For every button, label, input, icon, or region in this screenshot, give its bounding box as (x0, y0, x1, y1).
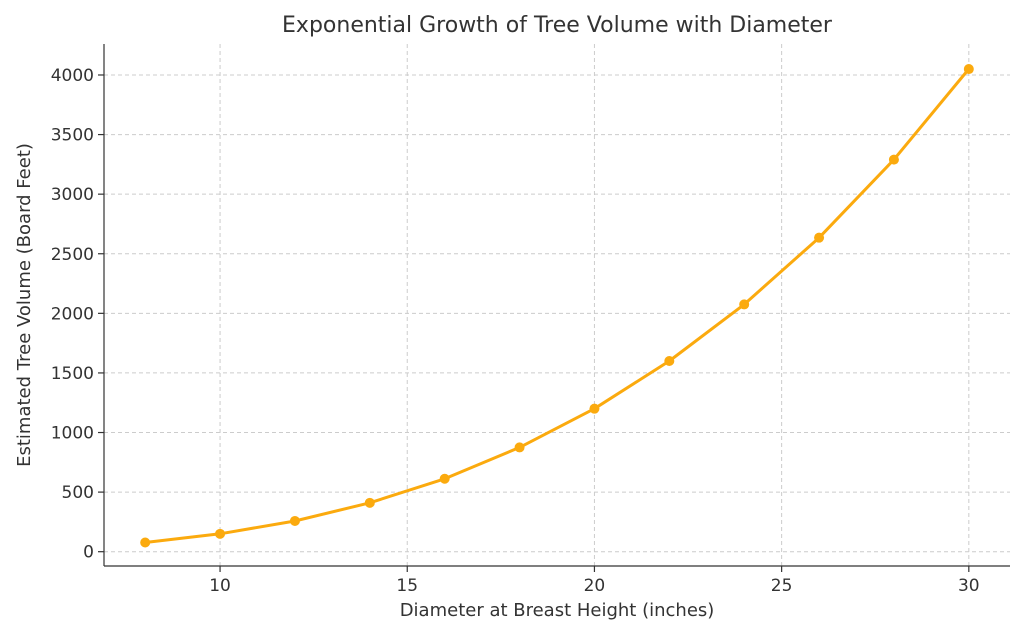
data-point (664, 356, 675, 367)
data-point (289, 515, 300, 526)
ticks-layer: 10 15 20 25 30 0 500 1000 1500 2000 2500 3000 3500 40… (51, 66, 980, 596)
chart-title: Exponential Growth of Tree Volume with D… (282, 13, 833, 38)
y-tick-label: 3000 (51, 185, 94, 205)
y-tick-label: 1500 (51, 364, 94, 384)
x-tick-label: 15 (396, 576, 418, 596)
data-point (814, 232, 825, 243)
y-tick-label: 500 (62, 483, 94, 503)
series-line (143, 67, 971, 544)
series-layer (140, 64, 974, 548)
x-tick-label: 20 (584, 576, 606, 596)
data-point (514, 442, 525, 453)
y-tick-label: 1000 (51, 424, 94, 444)
x-tick-label: 25 (771, 576, 793, 596)
data-point (215, 528, 226, 539)
y-axis-label: Estimated Tree Volume (Board Feet) (14, 143, 35, 467)
x-axis-label: Diameter at Breast Height (inches) (400, 600, 715, 621)
y-tick-label: 4000 (51, 66, 94, 86)
data-point (589, 403, 600, 414)
x-tick-label: 30 (958, 576, 980, 596)
y-tick-label: 3500 (51, 126, 94, 146)
data-point (140, 537, 151, 548)
data-point (739, 299, 750, 310)
y-tick-label: 0 (83, 543, 94, 563)
data-point (439, 473, 450, 484)
data-point (888, 154, 899, 165)
y-tick-label: 2000 (51, 304, 94, 324)
y-tick-label: 2500 (51, 245, 94, 265)
grid-layer (104, 44, 1010, 566)
data-point (963, 64, 974, 75)
data-point (364, 497, 375, 508)
x-tick-label: 10 (209, 576, 231, 596)
axes-layer (103, 44, 1010, 567)
